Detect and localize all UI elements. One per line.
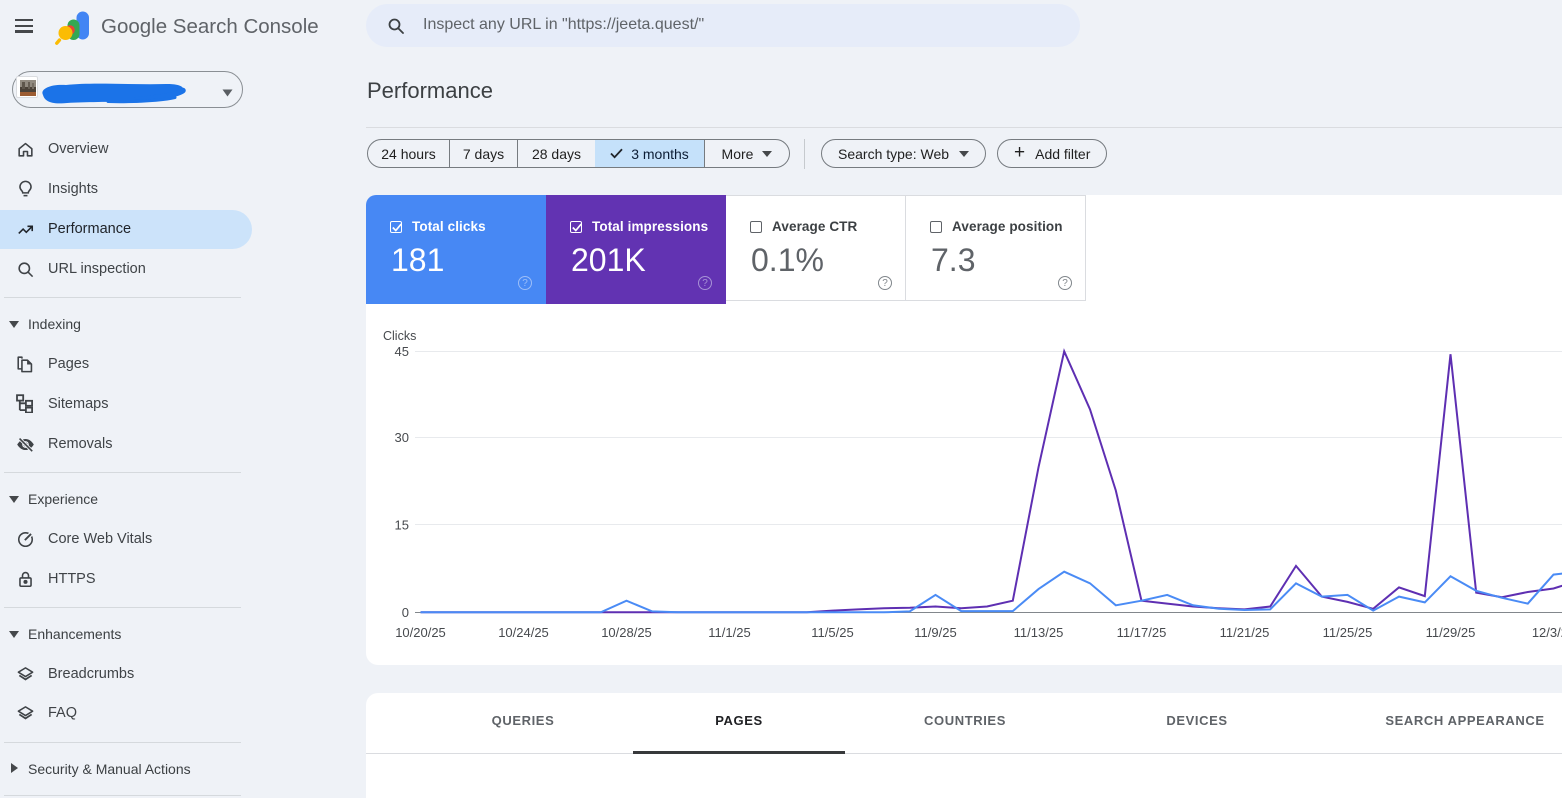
- svg-text:45: 45: [395, 344, 409, 359]
- svg-text:10/28/25: 10/28/25: [601, 625, 652, 640]
- svg-text:11/25/25: 11/25/25: [1323, 625, 1373, 640]
- svg-text:11/13/25: 11/13/25: [1014, 625, 1064, 640]
- svg-text:11/1/25: 11/1/25: [708, 625, 750, 640]
- svg-text:10/24/25: 10/24/25: [498, 625, 549, 640]
- svg-text:10/20/25: 10/20/25: [395, 625, 446, 640]
- svg-text:11/21/25: 11/21/25: [1220, 625, 1270, 640]
- svg-text:15: 15: [395, 518, 409, 533]
- svg-text:11/9/25: 11/9/25: [914, 625, 956, 640]
- svg-text:0: 0: [402, 605, 409, 620]
- svg-text:30: 30: [395, 430, 409, 445]
- svg-text:Clicks: Clicks: [383, 329, 416, 343]
- svg-text:11/17/25: 11/17/25: [1117, 625, 1167, 640]
- svg-text:11/29/25: 11/29/25: [1426, 625, 1476, 640]
- svg-text:11/5/25: 11/5/25: [811, 625, 853, 640]
- svg-text:12/3/25: 12/3/25: [1532, 625, 1562, 640]
